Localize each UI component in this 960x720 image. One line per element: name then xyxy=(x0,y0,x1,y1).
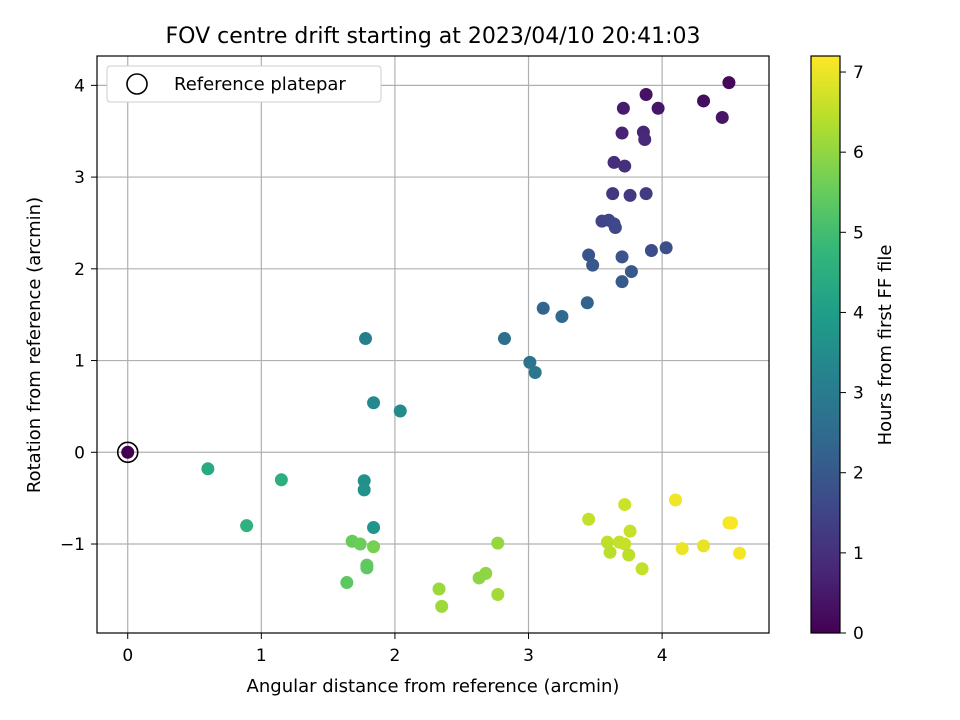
y-tick-label: 3 xyxy=(74,168,85,188)
colorbar-tick-label: 0 xyxy=(853,624,864,644)
data-point xyxy=(639,187,653,201)
data-point xyxy=(635,562,649,576)
x-tick-label: 3 xyxy=(523,646,534,666)
data-point xyxy=(121,445,135,459)
colorbar-tick-label: 3 xyxy=(853,384,864,404)
data-point xyxy=(472,571,486,585)
data-point xyxy=(644,243,658,257)
data-point xyxy=(497,332,511,346)
plot-frame xyxy=(96,55,770,634)
data-point xyxy=(367,396,381,410)
data-point xyxy=(638,132,652,146)
legend-box xyxy=(106,65,382,103)
data-point xyxy=(616,101,630,115)
colorbar-tick-label: 4 xyxy=(853,303,864,323)
colorbar-ticks: 0 1 2 3 4 5 6 7 xyxy=(840,63,864,644)
data-point xyxy=(618,537,632,551)
y-tick-label: 1 xyxy=(74,352,85,372)
data-point xyxy=(606,187,620,201)
data-point xyxy=(608,221,622,235)
y-axis-ticks: −1 0 1 2 3 4 xyxy=(60,76,97,555)
data-point xyxy=(659,241,673,255)
colorbar-label: Hours from first FF file xyxy=(875,245,896,446)
legend: Reference platepar xyxy=(106,65,382,103)
data-point xyxy=(353,537,367,551)
y-tick-label: 4 xyxy=(74,76,85,96)
data-point xyxy=(359,332,373,346)
x-tick-label: 2 xyxy=(390,646,401,666)
data-point xyxy=(582,512,596,526)
data-point xyxy=(618,498,632,512)
data-point xyxy=(618,159,632,173)
y-tick-label: −1 xyxy=(60,535,85,555)
data-point xyxy=(201,462,215,476)
data-point xyxy=(675,542,689,556)
data-point xyxy=(274,473,288,487)
data-point xyxy=(697,94,711,108)
data-point xyxy=(580,296,594,310)
data-point xyxy=(393,404,407,418)
data-point xyxy=(432,582,446,596)
data-point xyxy=(722,76,736,90)
data-point xyxy=(725,516,739,530)
data-point xyxy=(603,545,617,559)
data-point xyxy=(367,540,381,554)
colorbar-tick-label: 7 xyxy=(853,63,864,83)
colorbar: 0 1 2 3 4 5 6 7 Hours from first FF file xyxy=(810,55,896,644)
y-tick-label: 0 xyxy=(74,443,85,463)
data-point xyxy=(340,576,354,590)
data-point xyxy=(615,250,629,264)
data-point xyxy=(622,548,636,562)
data-point xyxy=(639,88,653,102)
data-point xyxy=(491,536,505,550)
data-point xyxy=(435,599,449,613)
data-point xyxy=(360,561,374,575)
data-point xyxy=(528,365,542,379)
colorbar-tick-label: 5 xyxy=(853,223,864,243)
y-tick-label: 2 xyxy=(74,260,85,280)
y-axis-label: Rotation from reference (arcmin) xyxy=(24,197,45,493)
data-point xyxy=(491,587,505,601)
data-point xyxy=(623,188,637,202)
data-point xyxy=(697,539,711,553)
data-point xyxy=(523,355,537,369)
x-tick-label: 1 xyxy=(256,646,267,666)
x-axis-label: Angular distance from reference (arcmin) xyxy=(247,676,620,697)
data-point xyxy=(555,310,569,324)
x-axis-ticks: 0 1 2 3 4 xyxy=(122,633,668,666)
x-tick-label: 4 xyxy=(657,646,668,666)
colorbar-tick-label: 1 xyxy=(853,544,864,564)
data-point xyxy=(240,519,254,533)
data-point xyxy=(668,493,682,507)
data-point xyxy=(715,110,729,124)
plot-area xyxy=(96,55,770,634)
data-point xyxy=(615,126,629,140)
chart-title: FOV centre drift starting at 2023/04/10 … xyxy=(166,24,701,49)
data-point xyxy=(607,155,621,169)
colorbar-tick-label: 6 xyxy=(853,143,864,163)
data-point xyxy=(624,265,638,279)
legend-marker-icon xyxy=(126,73,148,95)
data-point xyxy=(600,535,614,549)
data-points xyxy=(121,76,747,613)
data-point xyxy=(582,248,596,262)
x-tick-label: 0 xyxy=(122,646,133,666)
data-point xyxy=(623,524,637,538)
colorbar-gradient xyxy=(810,55,841,634)
plot-background xyxy=(97,56,769,633)
data-point xyxy=(651,101,665,115)
colorbar-tick-label: 2 xyxy=(853,464,864,484)
data-point xyxy=(615,275,629,289)
data-point xyxy=(357,483,371,497)
reference-platepar-marker xyxy=(116,441,139,464)
legend-label: Reference platepar xyxy=(174,74,346,95)
data-point xyxy=(586,258,600,272)
data-point xyxy=(536,301,550,315)
data-point xyxy=(733,546,747,560)
data-point xyxy=(367,521,381,535)
data-point xyxy=(357,474,371,488)
